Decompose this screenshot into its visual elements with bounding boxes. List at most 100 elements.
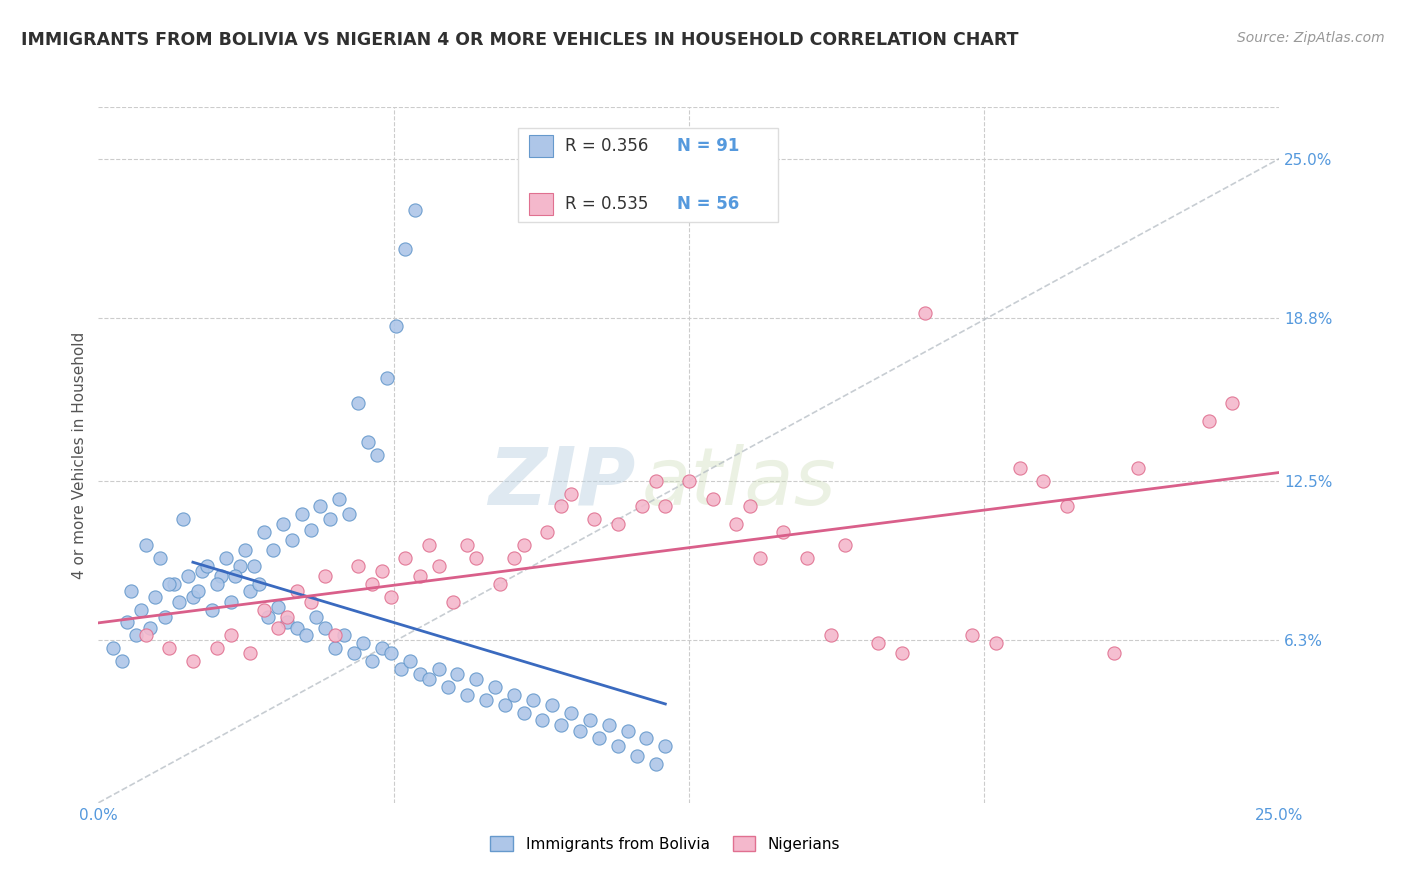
Point <box>740 500 762 514</box>
Point <box>427 558 450 573</box>
Point <box>962 628 984 642</box>
Point <box>205 576 228 591</box>
Point <box>347 558 370 573</box>
Point <box>361 576 384 591</box>
Point <box>352 636 374 650</box>
Point <box>187 584 209 599</box>
Point <box>399 654 422 668</box>
Point <box>408 667 430 681</box>
Point <box>560 706 582 720</box>
Point <box>654 739 676 753</box>
Point <box>866 636 889 650</box>
Point <box>135 538 157 552</box>
Legend: Immigrants from Bolivia, Nigerians: Immigrants from Bolivia, Nigerians <box>484 830 846 858</box>
Point <box>654 500 676 514</box>
Point <box>290 507 312 521</box>
Point <box>267 621 290 635</box>
Point <box>239 646 262 660</box>
Point <box>181 654 204 668</box>
Point <box>446 667 468 681</box>
Text: R = 0.535: R = 0.535 <box>565 194 648 213</box>
Point <box>456 688 478 702</box>
FancyBboxPatch shape <box>517 128 778 222</box>
Point <box>115 615 138 630</box>
Y-axis label: 4 or more Vehicles in Household: 4 or more Vehicles in Household <box>72 331 87 579</box>
Point <box>314 621 336 635</box>
Point <box>139 621 162 635</box>
Point <box>465 551 488 566</box>
Point <box>385 319 408 334</box>
Point <box>125 628 148 642</box>
Point <box>1056 500 1078 514</box>
Text: N = 91: N = 91 <box>678 137 740 155</box>
Point <box>181 590 204 604</box>
Point <box>536 525 558 540</box>
Point <box>271 517 294 532</box>
Point <box>583 512 606 526</box>
Point <box>253 602 276 616</box>
Point <box>333 628 356 642</box>
Point <box>630 500 652 514</box>
Point <box>748 551 770 566</box>
Point <box>644 757 666 772</box>
Point <box>427 662 450 676</box>
Point <box>512 538 534 552</box>
Point <box>129 602 152 616</box>
Point <box>111 654 134 668</box>
Point <box>337 507 360 521</box>
Point <box>319 512 342 526</box>
Point <box>1126 460 1149 475</box>
Point <box>121 584 143 599</box>
FancyBboxPatch shape <box>530 135 553 157</box>
Point <box>305 610 328 624</box>
Point <box>702 491 724 506</box>
Point <box>541 698 564 712</box>
Point <box>456 538 478 552</box>
Point <box>253 525 276 540</box>
Point <box>678 474 700 488</box>
Point <box>636 731 658 746</box>
Point <box>607 517 630 532</box>
Point <box>224 569 246 583</box>
Point <box>201 602 224 616</box>
Point <box>394 551 416 566</box>
Point <box>149 551 172 566</box>
Point <box>323 641 346 656</box>
Point <box>984 636 1007 650</box>
Point <box>247 576 270 591</box>
Point <box>309 500 332 514</box>
Point <box>404 203 426 218</box>
Point <box>578 714 600 728</box>
Text: ZIP: ZIP <box>488 443 636 522</box>
Point <box>1032 474 1054 488</box>
Point <box>418 672 440 686</box>
Point <box>371 641 394 656</box>
Point <box>257 610 280 624</box>
Point <box>503 688 526 702</box>
Point <box>489 576 512 591</box>
Point <box>914 306 936 320</box>
Point <box>465 672 488 686</box>
Point <box>163 576 186 591</box>
Point <box>550 718 572 732</box>
Point <box>550 500 572 514</box>
Point <box>281 533 304 547</box>
Point <box>229 558 252 573</box>
Point <box>607 739 630 753</box>
Point <box>191 564 214 578</box>
Point <box>243 558 266 573</box>
Point <box>834 538 856 552</box>
Point <box>205 641 228 656</box>
Point <box>626 749 648 764</box>
Text: N = 56: N = 56 <box>678 194 740 213</box>
FancyBboxPatch shape <box>530 193 553 215</box>
Point <box>371 564 394 578</box>
Point <box>219 628 242 642</box>
Point <box>389 662 412 676</box>
Point <box>135 628 157 642</box>
Text: IMMIGRANTS FROM BOLIVIA VS NIGERIAN 4 OR MORE VEHICLES IN HOUSEHOLD CORRELATION : IMMIGRANTS FROM BOLIVIA VS NIGERIAN 4 OR… <box>21 31 1018 49</box>
Point <box>531 714 554 728</box>
Point <box>616 723 638 738</box>
Point <box>796 551 818 566</box>
Point <box>1220 396 1243 410</box>
